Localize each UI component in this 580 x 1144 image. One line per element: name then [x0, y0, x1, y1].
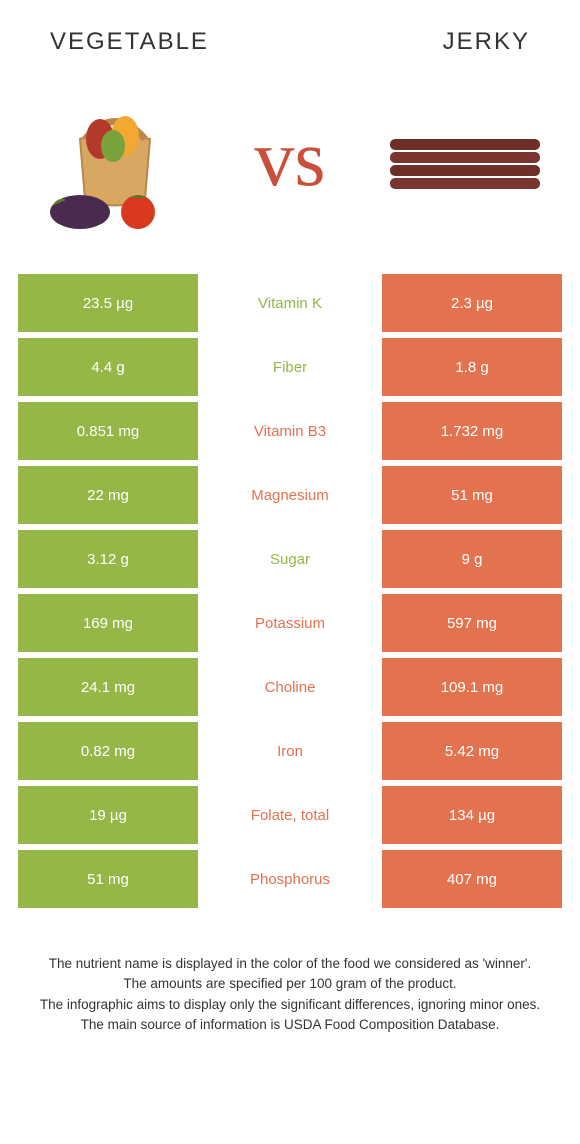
- nutrient-label: Folate, total: [198, 786, 382, 844]
- jerky-icon: [380, 84, 550, 234]
- left-value: 3.12 g: [18, 530, 198, 588]
- hero: vs: [0, 74, 580, 274]
- footer-line: The main source of information is USDA F…: [30, 1015, 550, 1035]
- header-left: Vegetable: [50, 28, 209, 56]
- left-value: 51 mg: [18, 850, 198, 908]
- left-value: 4.4 g: [18, 338, 198, 396]
- right-value: 51 mg: [382, 466, 562, 524]
- left-value: 24.1 mg: [18, 658, 198, 716]
- table-row: 24.1 mgCholine109.1 mg: [18, 658, 562, 716]
- table-row: 0.851 mgVitamin B31.732 mg: [18, 402, 562, 460]
- right-value: 134 µg: [382, 786, 562, 844]
- table-row: 51 mgPhosphorus407 mg: [18, 850, 562, 908]
- right-value: 1.8 g: [382, 338, 562, 396]
- header: Vegetable Jerky: [0, 0, 580, 74]
- header-right: Jerky: [443, 28, 530, 56]
- vs-label: vs: [254, 119, 325, 199]
- table-row: 169 mgPotassium597 mg: [18, 594, 562, 652]
- right-value: 597 mg: [382, 594, 562, 652]
- comparison-table: 23.5 µgVitamin K2.3 µg 4.4 gFiber1.8 g 0.8…: [0, 274, 580, 908]
- footer-line: The infographic aims to display only the…: [30, 995, 550, 1015]
- nutrient-label: Choline: [198, 658, 382, 716]
- right-value: 9 g: [382, 530, 562, 588]
- footer-notes: The nutrient name is displayed in the co…: [0, 914, 580, 1035]
- left-value: 0.82 mg: [18, 722, 198, 780]
- right-value: 5.42 mg: [382, 722, 562, 780]
- nutrient-label: Iron: [198, 722, 382, 780]
- right-value: 109.1 mg: [382, 658, 562, 716]
- nutrient-label: Potassium: [198, 594, 382, 652]
- left-value: 0.851 mg: [18, 402, 198, 460]
- right-value: 1.732 mg: [382, 402, 562, 460]
- nutrient-label: Magnesium: [198, 466, 382, 524]
- right-value: 2.3 µg: [382, 274, 562, 332]
- nutrient-label: Fiber: [198, 338, 382, 396]
- right-value: 407 mg: [382, 850, 562, 908]
- nutrient-label: Phosphorus: [198, 850, 382, 908]
- vegetable-icon: [30, 84, 200, 234]
- table-row: 23.5 µgVitamin K2.3 µg: [18, 274, 562, 332]
- table-row: 22 mgMagnesium51 mg: [18, 466, 562, 524]
- left-value: 23.5 µg: [18, 274, 198, 332]
- left-value: 169 mg: [18, 594, 198, 652]
- footer-line: The nutrient name is displayed in the co…: [30, 954, 550, 974]
- nutrient-label: Vitamin B3: [198, 402, 382, 460]
- nutrient-label: Sugar: [198, 530, 382, 588]
- footer-line: The amounts are specified per 100 gram o…: [30, 974, 550, 994]
- left-value: 19 µg: [18, 786, 198, 844]
- left-value: 22 mg: [18, 466, 198, 524]
- table-row: 0.82 mgIron5.42 mg: [18, 722, 562, 780]
- table-row: 4.4 gFiber1.8 g: [18, 338, 562, 396]
- table-row: 3.12 gSugar9 g: [18, 530, 562, 588]
- nutrient-label: Vitamin K: [198, 274, 382, 332]
- table-row: 19 µgFolate, total134 µg: [18, 786, 562, 844]
